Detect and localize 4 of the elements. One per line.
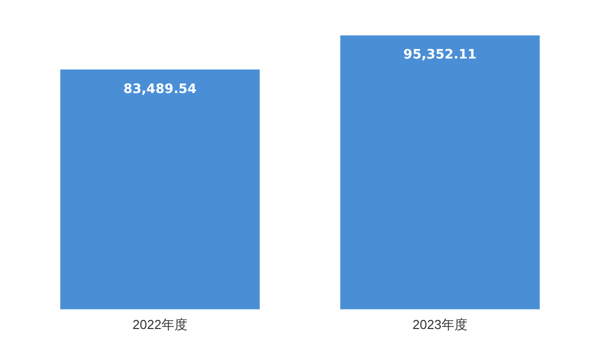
x-tick-label: 2022年度 — [132, 316, 188, 332]
data-label: 95,352.11 — [403, 48, 477, 63]
x-tick-label: 2023年度 — [412, 316, 468, 332]
data-label: 83,489.54 — [123, 82, 197, 97]
